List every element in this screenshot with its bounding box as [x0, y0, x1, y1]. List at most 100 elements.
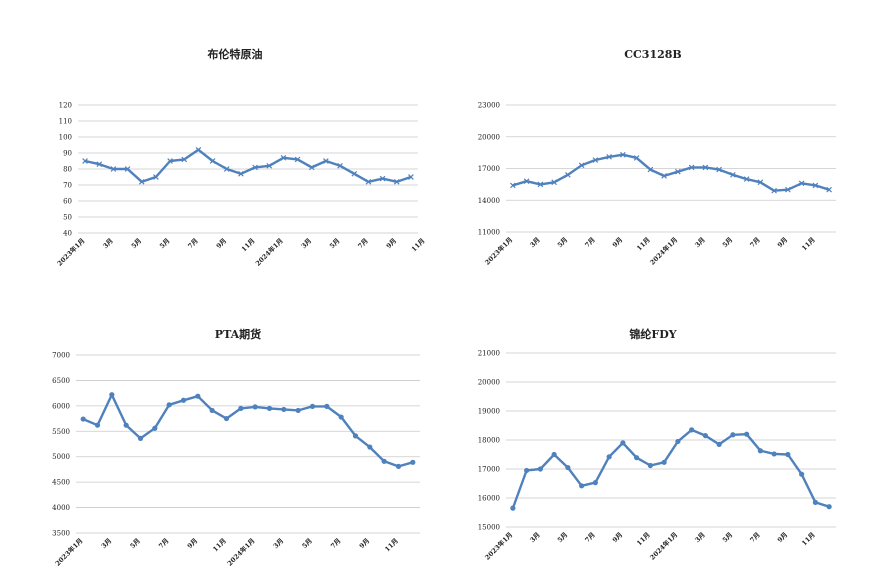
x-tick-label: 5月: [300, 537, 313, 550]
x-tick-label: 7月: [583, 236, 596, 249]
data-point: [308, 164, 315, 171]
y-tick-label: 4000: [52, 504, 70, 512]
data-point: [408, 174, 414, 180]
y-tick-label: 60: [63, 198, 72, 206]
data-point: [634, 455, 640, 461]
x-tick-label: 3月: [272, 537, 285, 550]
data-point: [771, 187, 777, 194]
data-point: [661, 459, 667, 465]
y-tick-label: 110: [59, 118, 72, 126]
data-point: [281, 406, 287, 413]
y-tick-label: 80: [63, 166, 72, 174]
data-point: [280, 154, 287, 161]
data-point: [812, 499, 818, 505]
data-point: [688, 164, 695, 171]
data-point: [410, 459, 416, 465]
data-point: [510, 505, 516, 511]
x-tick-label: 2024年1月: [648, 530, 680, 562]
chart-3: PTA期货 3500 4000 4500 5000 5500 6000 6500 7000 202…: [52, 327, 420, 568]
data-point: [351, 170, 358, 177]
data-point: [716, 166, 722, 173]
x-tick-label: 9月: [776, 531, 789, 544]
y-tick-label: 20000: [478, 379, 500, 387]
data-point: [80, 416, 86, 422]
x-tick-label: 11月: [635, 236, 652, 253]
data-point: [393, 178, 400, 185]
data-point: [195, 393, 201, 399]
y-tick-label: 20000: [478, 133, 500, 141]
data-point: [252, 164, 258, 171]
data-point: [209, 407, 215, 414]
x-tick-label: 11月: [383, 537, 400, 554]
series-line: [512, 153, 830, 192]
x-tick-label: 3月: [100, 537, 113, 550]
data-point: [757, 179, 764, 186]
data-point: [716, 441, 722, 447]
x-tick-label: 2023年1月: [483, 530, 515, 562]
x-tick-label: 11月: [240, 237, 257, 254]
chart-title: 锦纶FDY: [629, 327, 676, 341]
data-point: [523, 178, 530, 185]
x-tick-label: 9月: [358, 537, 371, 550]
data-point: [620, 151, 626, 158]
y-tick-label: 18000: [478, 437, 500, 445]
x-tick-label: 7月: [748, 531, 761, 544]
y-tick-label: 6000: [52, 402, 70, 410]
data-point: [167, 158, 173, 164]
y-tick-label: 5000: [52, 453, 70, 461]
x-tick-label: 2024年1月: [648, 235, 680, 267]
x-tick-label: 7月: [748, 236, 761, 249]
data-point: [606, 454, 612, 460]
data-point: [96, 161, 103, 168]
data-point: [395, 463, 402, 469]
data-point: [826, 504, 832, 510]
x-tick-label: 11月: [635, 531, 652, 548]
x-tick-label: 9月: [186, 537, 199, 550]
x-tick-label: 2024年1月: [225, 536, 257, 568]
data-point: [223, 166, 230, 172]
data-point: [771, 451, 777, 457]
data-point: [524, 467, 530, 474]
data-point: [123, 422, 129, 428]
data-point: [702, 433, 708, 439]
x-tick-label: 5月: [128, 537, 141, 550]
data-point: [266, 162, 273, 169]
chart-title: PTA期货: [215, 327, 261, 341]
data-point: [295, 407, 301, 414]
data-point: [166, 402, 172, 408]
data-point: [352, 433, 359, 439]
data-point: [551, 451, 557, 458]
x-tick-label: 7月: [583, 531, 596, 544]
data-point: [675, 438, 681, 445]
y-tick-label: 70: [63, 182, 72, 190]
data-point: [647, 166, 654, 173]
x-tick-label: 7月: [329, 537, 342, 550]
data-point: [209, 158, 216, 164]
data-point: [702, 164, 709, 171]
chart-title: 布伦特原油: [208, 47, 263, 61]
data-point: [94, 422, 101, 428]
x-tick-label: 5月: [130, 237, 143, 250]
data-point: [730, 432, 736, 438]
series-line: [82, 393, 414, 468]
y-tick-label: 6500: [52, 377, 70, 385]
y-tick-label: 15000: [478, 524, 500, 532]
data-point: [266, 405, 273, 411]
data-point: [238, 170, 244, 177]
series-line: [84, 148, 412, 184]
data-point: [510, 182, 516, 189]
x-tick-label: 5月: [721, 236, 734, 249]
x-tick-label: 2023年1月: [483, 235, 515, 267]
x-tick-label: 3月: [300, 237, 313, 250]
data-point: [785, 451, 791, 458]
data-point: [647, 462, 653, 469]
data-point: [252, 404, 258, 410]
x-tick-label: 5月: [721, 531, 734, 544]
y-tick-label: 11000: [478, 229, 500, 237]
y-tick-label: 100: [59, 134, 72, 142]
x-tick-label: 7月: [356, 237, 369, 250]
data-point: [551, 179, 557, 186]
data-point: [324, 403, 330, 409]
data-point: [689, 427, 695, 433]
